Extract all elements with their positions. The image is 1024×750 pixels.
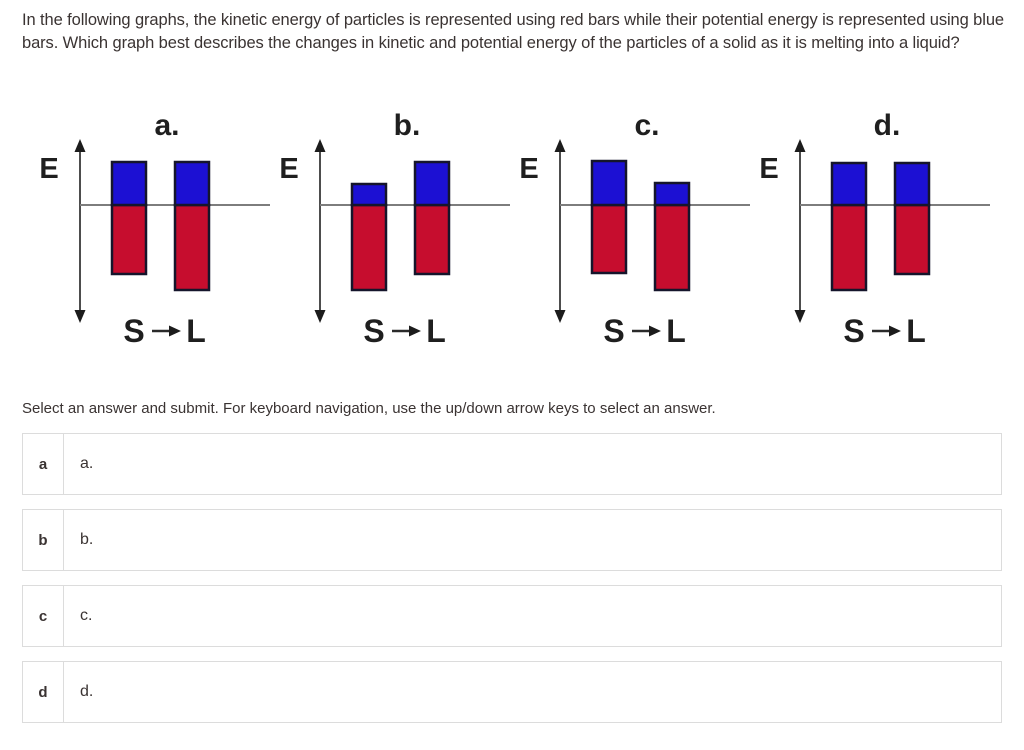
solid-label: S: [843, 313, 864, 349]
bars: [830, 161, 931, 292]
axis-arrow-up-icon: [74, 139, 86, 152]
bar-potential-blue: [590, 159, 628, 207]
bar-kinetic-red: [110, 203, 148, 276]
axis-arrow-up-icon: [554, 139, 566, 152]
energy-axis-label: E: [519, 153, 538, 185]
energy-axis-label: E: [39, 153, 58, 185]
graph-title: b.: [394, 109, 421, 142]
bar-kinetic-red: [350, 203, 388, 292]
solid-to-liquid-arrowhead-icon: [169, 325, 181, 337]
bar-kinetic-red: [413, 203, 451, 276]
energy-graph: a. E S L: [22, 107, 270, 349]
bars: [590, 159, 691, 292]
bars: [350, 160, 451, 292]
axis-arrow-down-icon: [554, 310, 566, 323]
answer-option-key: d: [23, 662, 64, 722]
answer-option-d[interactable]: d d.: [22, 661, 1002, 723]
answer-option-c[interactable]: c c.: [22, 585, 1002, 647]
bar-potential-blue: [173, 160, 211, 207]
answer-option-b[interactable]: b b.: [22, 509, 1002, 571]
bar-kinetic-red: [173, 203, 211, 292]
answer-option-label: a.: [80, 455, 94, 472]
bar-kinetic-red: [830, 203, 868, 292]
axis-arrow-up-icon: [794, 139, 806, 152]
graph-title: a.: [154, 109, 179, 142]
bar-kinetic-red: [590, 203, 628, 275]
solid-label: S: [123, 313, 144, 349]
solid-label: S: [603, 313, 624, 349]
bar-kinetic-red: [893, 203, 931, 276]
energy-axis-label: E: [759, 153, 778, 185]
answer-option-key: c: [23, 586, 64, 646]
bars: [110, 160, 211, 292]
bar-potential-blue: [110, 160, 148, 207]
solid-to-liquid-arrowhead-icon: [649, 325, 661, 337]
bar-potential-blue: [830, 161, 868, 207]
energy-graph: d. E S L: [742, 107, 990, 349]
bar-potential-blue: [653, 181, 691, 207]
question-text: In the following graphs, the kinetic ene…: [22, 11, 1004, 52]
graphs-row: a. E S L b. E S L c.: [22, 107, 1024, 349]
solid-label: S: [363, 313, 384, 349]
answer-option-label: b.: [80, 531, 94, 548]
solid-to-liquid-arrowhead-icon: [409, 325, 421, 337]
answer-option-label: d.: [80, 683, 94, 700]
answer-options: a a. b b. c c. d d.: [22, 433, 1002, 723]
axis-arrow-down-icon: [74, 310, 86, 323]
answer-prompt: Select an answer and submit. For keyboar…: [22, 400, 716, 417]
answer-option-key: b: [23, 510, 64, 570]
graph-title: c.: [634, 109, 659, 142]
bar-kinetic-red: [653, 203, 691, 292]
bar-potential-blue: [413, 160, 451, 207]
answer-option-label: c.: [80, 607, 93, 624]
energy-axis-label: E: [279, 153, 298, 185]
axis-arrow-down-icon: [314, 310, 326, 323]
liquid-label: L: [666, 313, 686, 349]
liquid-label: L: [906, 313, 926, 349]
liquid-label: L: [426, 313, 446, 349]
answer-option-key: a: [23, 434, 64, 494]
energy-graph: b. E S L: [262, 107, 510, 349]
liquid-label: L: [186, 313, 206, 349]
bar-potential-blue: [350, 182, 388, 207]
bar-potential-blue: [893, 161, 931, 207]
graph-title: d.: [874, 109, 901, 142]
axis-arrow-down-icon: [794, 310, 806, 323]
answer-option-a[interactable]: a a.: [22, 433, 1002, 495]
solid-to-liquid-arrowhead-icon: [889, 325, 901, 337]
axis-arrow-up-icon: [314, 139, 326, 152]
energy-graph: c. E S L: [502, 107, 750, 349]
